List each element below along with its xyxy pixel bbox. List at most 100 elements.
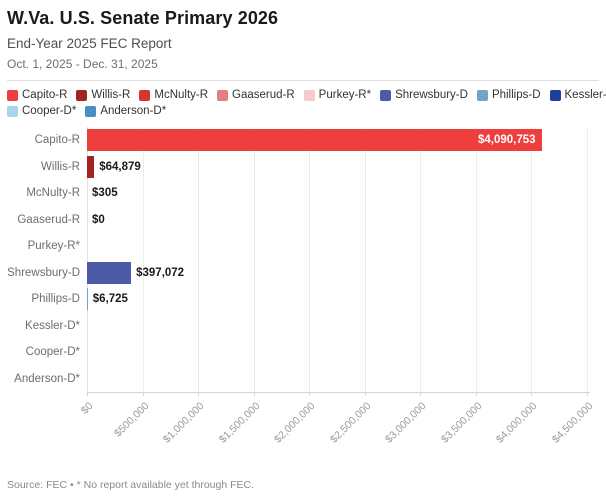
bar-track: $64,879	[87, 154, 587, 181]
bar-row: Anderson-D*	[7, 366, 599, 393]
legend-item: Phillips-D	[476, 89, 541, 101]
legend-label: Anderson-D*	[100, 105, 167, 117]
axis-tick	[420, 392, 422, 396]
bar	[87, 261, 132, 284]
bar-track	[87, 366, 587, 393]
chart-subtitle: End-Year 2025 FEC Report	[7, 36, 172, 51]
bar-row: Gaaserud-R $0	[7, 207, 599, 234]
bar-chart: Capito-R $4,090,753 Willis-R $64,879 McNulty…	[7, 127, 599, 456]
legend-swatch	[7, 105, 18, 117]
bar-track: $4,090,753	[87, 127, 587, 154]
gridline	[253, 127, 255, 392]
category-label: McNulty-R	[26, 187, 80, 200]
value-label: $4,090,753	[477, 134, 536, 147]
axis-tick	[253, 392, 255, 396]
category-label: Anderson-D*	[14, 372, 80, 385]
legend: Capito-R Willis-R McNulty-R Gaaserud-R Purke…	[7, 89, 606, 117]
legend-label: Gaaserud-R	[232, 89, 295, 101]
bar-row: McNulty-R $305	[7, 180, 599, 207]
legend-swatch	[303, 89, 315, 101]
value-label: $0	[92, 213, 105, 226]
category-label: Gaaserud-R	[17, 213, 80, 226]
legend-swatch	[85, 105, 97, 117]
value-label: $305	[92, 187, 118, 200]
legend-item: Willis-R	[76, 89, 130, 101]
legend-label: Shrewsbury-D	[395, 89, 468, 101]
chart-header: W.Va. U.S. Senate Primary 2026 End-Year …	[7, 8, 599, 71]
legend-label: Capito-R	[22, 89, 68, 101]
legend-swatch	[7, 89, 18, 101]
legend-item: Capito-R	[7, 89, 67, 101]
legend-label: Phillips-D	[491, 89, 541, 101]
bar	[87, 155, 95, 178]
gridline	[87, 127, 88, 392]
legend-label: Purkey-R*	[318, 89, 372, 101]
category-label: Purkey-R*	[27, 240, 80, 253]
category-label: Willis-R	[41, 160, 80, 173]
value-label: $397,072	[136, 266, 185, 279]
gridline	[142, 127, 144, 392]
bar-track	[87, 313, 587, 340]
bar-row: Kessler-D*	[7, 313, 599, 340]
category-label: Capito-R	[34, 134, 80, 147]
bar-track: $6,725	[87, 286, 587, 313]
x-axis-labels: $0 $500,000 $1,000,000 $1,500,000 $2,000,000…	[79, 392, 597, 456]
legend-label: McNulty-R	[154, 89, 209, 101]
bar-row: Willis-R $64,879	[7, 154, 599, 181]
legend-item: Anderson-D*	[85, 105, 166, 117]
axis-tick	[142, 392, 144, 396]
legend-item: Gaaserud-R	[217, 89, 295, 101]
category-label: Phillips-D	[31, 293, 80, 306]
legend-label: Cooper-D*	[22, 105, 77, 117]
legend-swatch	[476, 89, 488, 101]
bar-track: $305	[87, 180, 587, 207]
category-label: Shrewsbury-D	[7, 266, 80, 279]
legend-item: McNulty-R	[139, 89, 208, 101]
legend-row: Capito-R Willis-R McNulty-R Gaaserud-R Purke…	[7, 89, 606, 101]
gridline	[198, 127, 200, 392]
legend-label: Kessler-D*	[564, 89, 606, 101]
source-note: Source: FEC • * No report available yet …	[7, 479, 255, 491]
legend-swatch	[217, 89, 229, 101]
legend-swatch	[139, 89, 151, 101]
legend-swatch	[380, 89, 392, 101]
x-axis-line	[87, 392, 590, 393]
gridline	[587, 127, 588, 392]
bar-row: Shrewsbury-D $397,072	[7, 260, 599, 287]
category-label: Kessler-D*	[25, 319, 80, 332]
bar-track: $0	[87, 207, 587, 234]
page-title: W.Va. U.S. Senate Primary 2026	[7, 8, 279, 28]
axis-tick	[531, 392, 533, 396]
axis-tick	[475, 392, 477, 396]
header-divider	[7, 80, 599, 81]
bar	[87, 288, 88, 311]
legend-swatch	[76, 89, 88, 101]
bar-rows: Capito-R $4,090,753 Willis-R $64,879 McNulty…	[7, 127, 599, 392]
legend-item: Cooper-D*	[7, 105, 76, 117]
plot-area	[87, 127, 588, 392]
gridline	[309, 127, 311, 392]
axis-tick	[198, 392, 200, 396]
bar-row: Purkey-R*	[7, 233, 599, 260]
bar-track: $397,072	[87, 260, 587, 287]
gridline	[420, 127, 422, 392]
bar-row: Cooper-D*	[7, 339, 599, 366]
bar: $4,090,753	[87, 129, 542, 152]
date-range: Oct. 1, 2025 - Dec. 31, 2025	[7, 57, 158, 71]
value-label: $64,879	[99, 160, 141, 173]
category-label: Cooper-D*	[25, 346, 80, 359]
bar-row: Phillips-D $6,725	[7, 286, 599, 313]
axis-tick	[587, 392, 588, 396]
legend-item: Kessler-D*	[549, 89, 606, 101]
value-label: $6,725	[92, 293, 128, 306]
legend-item: Shrewsbury-D	[380, 89, 468, 101]
legend-label: Willis-R	[91, 89, 131, 101]
legend-swatch	[549, 89, 561, 101]
axis-tick	[87, 392, 88, 396]
axis-tick	[364, 392, 366, 396]
axis-tick	[309, 392, 311, 396]
legend-row: Cooper-D* Anderson-D*	[7, 105, 599, 117]
gridline	[364, 127, 366, 392]
gridline	[475, 127, 477, 392]
bar-track	[87, 233, 587, 260]
